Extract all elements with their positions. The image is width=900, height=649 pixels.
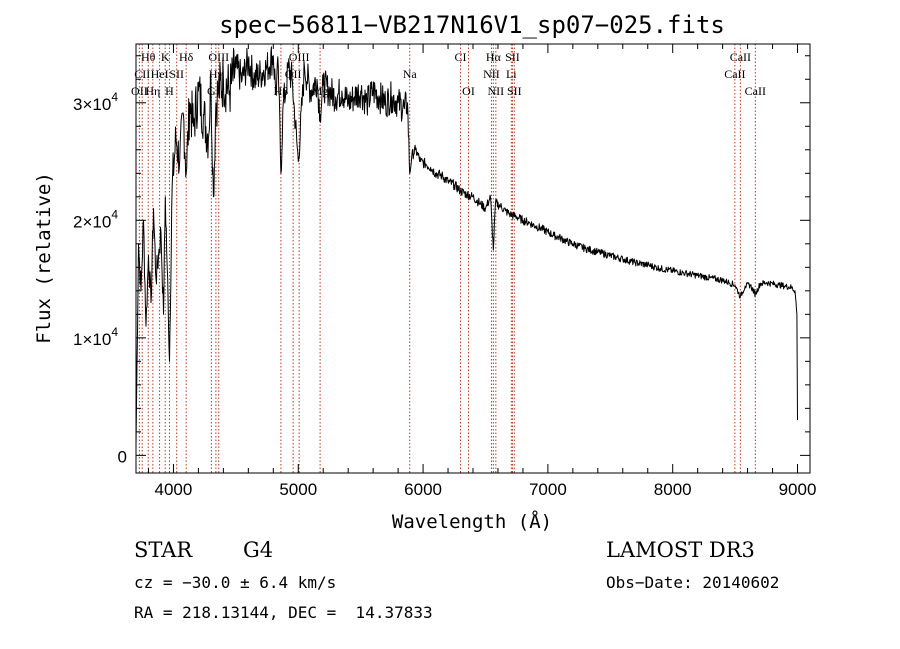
x-axis: 4000 5000 6000 7000 8000 9000 bbox=[147, 44, 817, 499]
spectral-line-label: Na bbox=[403, 67, 418, 81]
spectral-line-markers bbox=[138, 44, 756, 473]
spectral-line-label: CaII bbox=[724, 67, 745, 81]
x-tick-label: 4000 bbox=[155, 480, 193, 499]
spectrum-series-line bbox=[135, 46, 798, 447]
spectral-line-label: H bbox=[165, 84, 174, 98]
spectral-line-label: K bbox=[161, 50, 170, 64]
spectrum-chart: spec−56811−VB217N16V1_sp07−025.fits OII C… bbox=[33, 11, 817, 533]
x-tick-label: 7000 bbox=[529, 480, 567, 499]
series-layer bbox=[135, 46, 798, 447]
spectral-line-label: OIII bbox=[289, 50, 310, 64]
y-tick-label: 2×104 bbox=[73, 207, 118, 231]
x-axis-label: Wavelength (Å) bbox=[392, 510, 552, 533]
spectral-line-label: Li bbox=[506, 67, 517, 81]
spectral-line-label: NII bbox=[488, 84, 505, 98]
spectral-line-label: OII bbox=[131, 84, 148, 98]
plot-frame bbox=[135, 43, 811, 474]
spectral-line-label: Hα bbox=[486, 50, 502, 64]
y-tick-label: 3×104 bbox=[73, 90, 118, 114]
observation-date: Obs−Date: 20140602 bbox=[606, 573, 780, 592]
coordinates: RA = 218.13144, DEC = 14.37833 bbox=[134, 603, 433, 622]
y-axis-label: Flux (relative) bbox=[33, 172, 55, 344]
spectral-line-label: CI bbox=[455, 50, 467, 64]
spectral-line-label: SII bbox=[169, 67, 184, 81]
spectral-line-label: SII bbox=[507, 84, 522, 98]
y-tick-label: 0 bbox=[118, 447, 127, 466]
y-axis: 0 1×104 2×104 3×104 bbox=[73, 55, 810, 466]
spectral-line-label: OI bbox=[462, 84, 475, 98]
spectral-line-label: CII bbox=[134, 67, 150, 81]
redshift-cz: cz = −30.0 ± 6.4 km/s bbox=[134, 573, 337, 592]
x-tick-label: 9000 bbox=[779, 480, 817, 499]
x-tick-label: 6000 bbox=[404, 480, 442, 499]
spectral-line-label: HeI bbox=[151, 67, 169, 81]
spectral-line-label: NII bbox=[483, 67, 500, 81]
object-subclass: G4 bbox=[243, 538, 274, 562]
spectral-line-label: CaII bbox=[745, 84, 766, 98]
spectral-line-label: SII bbox=[505, 50, 520, 64]
spectral-line-label: CaII bbox=[730, 50, 751, 64]
object-class: STAR bbox=[134, 538, 193, 562]
spectral-line-label: OIII bbox=[208, 50, 229, 64]
spectral-line-label: Hθ bbox=[141, 50, 156, 64]
spectral-line-label: Hη bbox=[145, 84, 160, 98]
spectral-line-label: Hδ bbox=[179, 50, 194, 64]
survey-name: LAMOST DR3 bbox=[606, 538, 755, 562]
chart-title: spec−56811−VB217N16V1_sp07−025.fits bbox=[219, 11, 725, 39]
x-tick-label: 5000 bbox=[279, 480, 317, 499]
spectral-line-label: G bbox=[207, 84, 216, 98]
x-tick-label: 8000 bbox=[654, 480, 692, 499]
y-tick-label: 1×104 bbox=[73, 325, 118, 349]
